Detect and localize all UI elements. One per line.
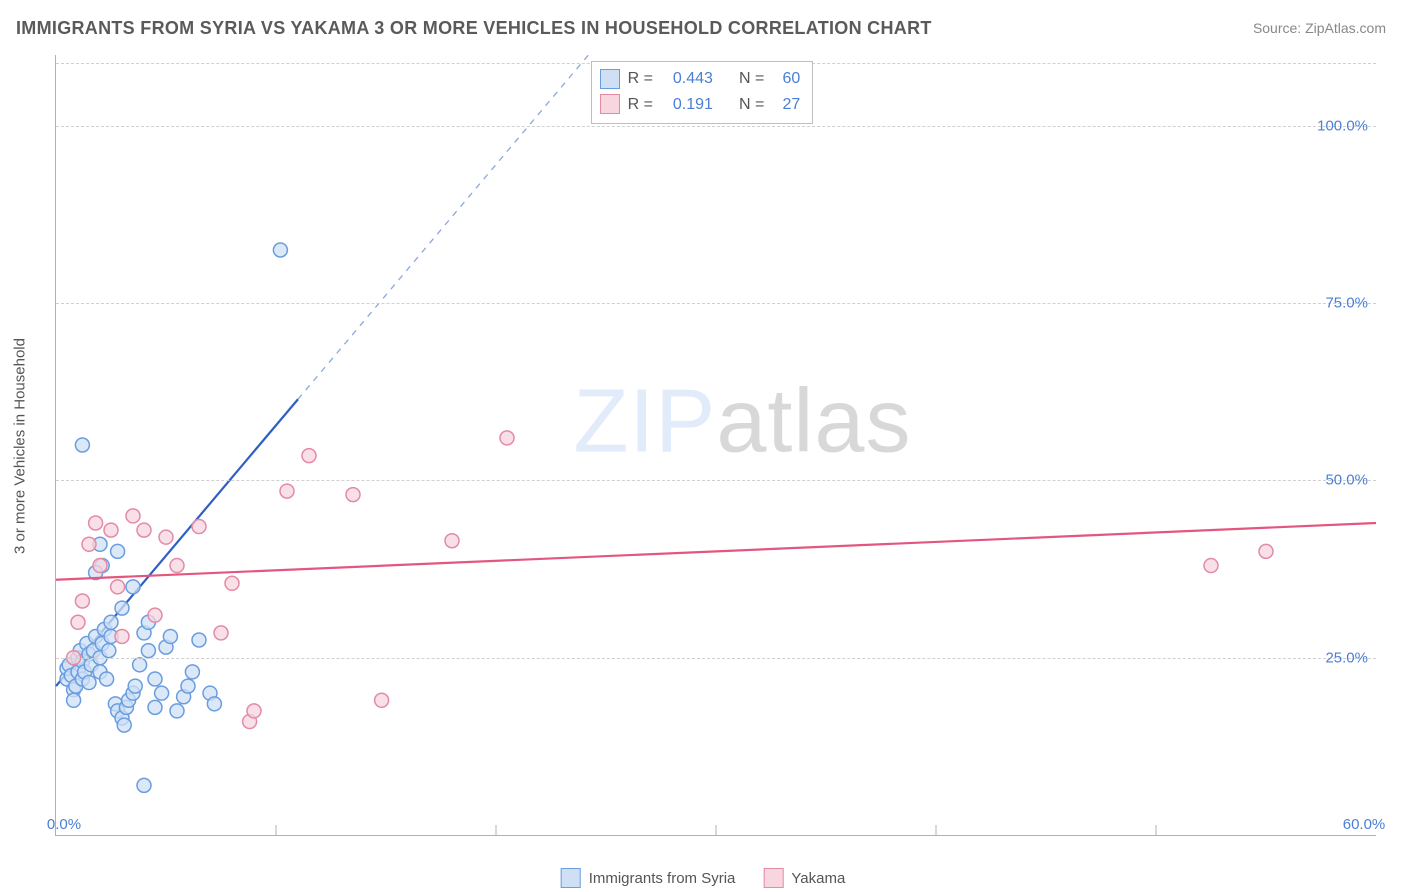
y-tick-label: 50.0% [1325, 472, 1368, 489]
stats-r-label: R = [628, 92, 653, 118]
data-point [280, 484, 294, 498]
source-value: ZipAtlas.com [1305, 20, 1386, 36]
data-point [148, 700, 162, 714]
data-point [170, 559, 184, 573]
data-point [111, 580, 125, 594]
chart-title: IMMIGRANTS FROM SYRIA VS YAKAMA 3 OR MOR… [16, 18, 932, 39]
x-tick-label: 0.0% [47, 816, 81, 833]
gridline [56, 658, 1376, 659]
data-point [71, 615, 85, 629]
data-point [137, 778, 151, 792]
source-label: Source: [1253, 20, 1301, 36]
data-point [93, 559, 107, 573]
data-point [170, 704, 184, 718]
stats-r-value: 0.443 [661, 66, 713, 92]
data-point [117, 718, 131, 732]
data-point [207, 697, 221, 711]
legend-item: Immigrants from Syria [561, 868, 736, 888]
data-point [1204, 559, 1218, 573]
data-point [155, 686, 169, 700]
data-point [445, 534, 459, 548]
trend-line-dashed [298, 55, 588, 399]
data-point [104, 615, 118, 629]
data-point [133, 658, 147, 672]
data-point [192, 633, 206, 647]
gridline [56, 126, 1376, 127]
data-point [141, 644, 155, 658]
data-point [137, 523, 151, 537]
legend-label: Yakama [791, 870, 845, 887]
data-point [159, 530, 173, 544]
data-point [67, 693, 81, 707]
data-point [181, 679, 195, 693]
data-point [115, 629, 129, 643]
chart-svg [56, 55, 1376, 835]
data-point [247, 704, 261, 718]
x-tick-mark [276, 825, 277, 835]
data-point [75, 438, 89, 452]
data-point [102, 644, 116, 658]
data-point [148, 608, 162, 622]
data-point [100, 672, 114, 686]
legend-swatch [600, 69, 620, 89]
data-point [225, 576, 239, 590]
plot-area: ZIPatlas 25.0%50.0%75.0%100.0%0.0%60.0%R… [55, 55, 1376, 836]
legend-label: Immigrants from Syria [589, 870, 736, 887]
stats-row: R = 0.191 N = 27 [600, 92, 801, 118]
data-point [1259, 544, 1273, 558]
data-point [375, 693, 389, 707]
gridline [56, 303, 1376, 304]
legend-swatch [763, 868, 783, 888]
data-point [126, 580, 140, 594]
data-point [82, 537, 96, 551]
data-point [192, 520, 206, 534]
stats-row: R = 0.443 N = 60 [600, 66, 801, 92]
data-point [82, 676, 96, 690]
data-point [126, 509, 140, 523]
data-point [104, 523, 118, 537]
stats-n-label: N = [739, 66, 764, 92]
stats-n-value: 60 [772, 66, 800, 92]
stats-r-label: R = [628, 66, 653, 92]
legend-swatch [561, 868, 581, 888]
data-point [346, 488, 360, 502]
data-point [75, 594, 89, 608]
data-point [273, 243, 287, 257]
legend-swatch [600, 94, 620, 114]
data-point [185, 665, 199, 679]
x-tick-mark [1156, 825, 1157, 835]
x-tick-mark [716, 825, 717, 835]
data-point [128, 679, 142, 693]
stats-r-value: 0.191 [661, 92, 713, 118]
x-tick-label: 60.0% [1343, 816, 1386, 833]
stats-n-value: 27 [772, 92, 800, 118]
x-tick-mark [936, 825, 937, 835]
stats-box: R = 0.443 N = 60 R = 0.191 N = 27 [591, 61, 814, 124]
data-point [500, 431, 514, 445]
data-point [148, 672, 162, 686]
data-point [89, 516, 103, 530]
data-point [111, 544, 125, 558]
legend: Immigrants from Syria Yakama [561, 868, 846, 888]
y-tick-label: 75.0% [1325, 295, 1368, 312]
data-point [302, 449, 316, 463]
stats-n-label: N = [739, 92, 764, 118]
data-point [115, 601, 129, 615]
y-axis-label: 3 or more Vehicles in Household [12, 338, 29, 554]
trend-line [56, 523, 1376, 580]
y-tick-label: 25.0% [1325, 649, 1368, 666]
y-tick-label: 100.0% [1317, 117, 1368, 134]
gridline [56, 480, 1376, 481]
source-attribution: Source: ZipAtlas.com [1253, 20, 1386, 36]
legend-item: Yakama [763, 868, 845, 888]
data-point [214, 626, 228, 640]
x-tick-mark [496, 825, 497, 835]
data-point [163, 629, 177, 643]
